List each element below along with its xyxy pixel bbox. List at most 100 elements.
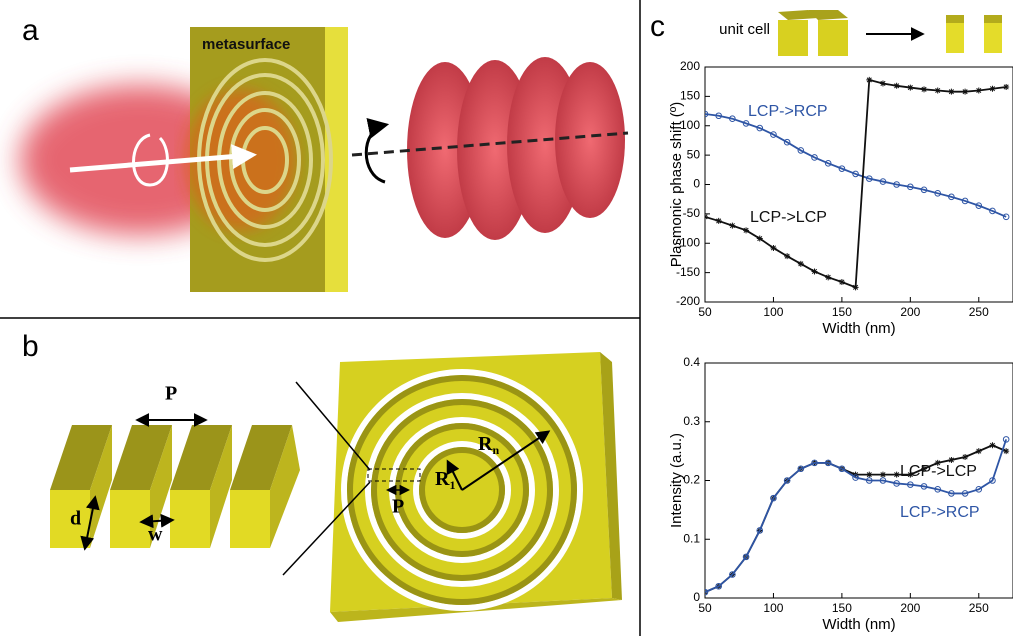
period-detail-label: P xyxy=(392,496,404,518)
outer-radius-label: Rn xyxy=(478,433,499,457)
point xyxy=(989,207,996,215)
point xyxy=(934,87,941,94)
y-axis-label: Intensity (a.u.) xyxy=(668,433,685,528)
point xyxy=(852,474,859,481)
helix xyxy=(407,57,625,240)
point xyxy=(756,124,764,132)
point xyxy=(824,459,832,467)
point xyxy=(975,87,982,94)
point xyxy=(893,471,900,478)
x-tick-label: 150 xyxy=(832,601,852,615)
point xyxy=(811,154,818,161)
point xyxy=(729,222,736,229)
point xyxy=(907,481,914,488)
unit-cell-illustration: unit cell xyxy=(719,10,1002,56)
point xyxy=(756,235,763,242)
grating xyxy=(50,425,300,548)
point xyxy=(879,178,887,185)
point xyxy=(838,279,845,286)
y-tick-label: 0.2 xyxy=(683,473,700,487)
point xyxy=(715,112,722,120)
point xyxy=(784,253,791,260)
x-tick-label: 200 xyxy=(900,305,920,319)
width-label: w xyxy=(148,524,163,546)
zoom-line xyxy=(282,481,371,576)
panel-label: a xyxy=(22,14,39,47)
point xyxy=(865,175,873,182)
point xyxy=(921,86,928,93)
x-tick-label: 100 xyxy=(763,305,783,319)
x-tick-label: 200 xyxy=(900,601,920,615)
plot-frame xyxy=(704,362,1013,599)
point xyxy=(866,76,873,83)
y-axis-label: Plasmonic phase shift (º) xyxy=(668,102,685,268)
depth-label: d xyxy=(70,508,81,530)
panel-b-illustration: P d w P R1 Rn xyxy=(50,352,622,622)
legend-label: LCP->LCP xyxy=(900,463,977,480)
point xyxy=(907,84,914,91)
point xyxy=(715,217,722,224)
point xyxy=(1003,448,1010,455)
point xyxy=(948,490,955,497)
point xyxy=(729,115,736,122)
y-tick-label: 100 xyxy=(680,118,700,132)
point xyxy=(948,456,955,463)
arrow xyxy=(80,495,100,551)
x-tick-label: 250 xyxy=(969,305,989,319)
point xyxy=(797,147,805,154)
metasurface-label: metasurface xyxy=(202,36,290,53)
point xyxy=(962,88,969,95)
point xyxy=(770,131,777,138)
point xyxy=(948,88,955,95)
zoom-box xyxy=(367,468,421,482)
point xyxy=(1003,83,1010,90)
point xyxy=(742,553,750,561)
point xyxy=(852,284,859,291)
point xyxy=(961,197,969,205)
point xyxy=(1002,213,1010,221)
zoom-line xyxy=(295,381,371,471)
arrow xyxy=(446,459,463,491)
point xyxy=(961,490,969,497)
y-tick-label: 0.1 xyxy=(683,531,700,545)
point xyxy=(770,494,777,502)
point xyxy=(743,227,750,234)
point xyxy=(742,120,750,127)
rotation-arrow xyxy=(132,133,169,187)
rotation-arrow-out xyxy=(364,118,390,184)
point xyxy=(865,477,873,484)
inner-radius-label: R1 xyxy=(435,468,455,492)
y-tick-label: 150 xyxy=(680,89,700,103)
series-line xyxy=(705,113,1007,218)
point xyxy=(920,483,928,490)
point xyxy=(975,202,983,209)
point xyxy=(920,186,928,194)
plot-area xyxy=(705,76,1010,291)
legend-label: LCP->RCP xyxy=(748,103,828,120)
point xyxy=(893,181,900,188)
point xyxy=(852,170,859,178)
point xyxy=(797,260,804,267)
point xyxy=(729,571,736,578)
point xyxy=(783,138,791,146)
beam-arrow xyxy=(69,144,257,173)
point xyxy=(907,183,914,191)
point xyxy=(811,459,818,467)
x-axis-label: Width (nm) xyxy=(822,616,895,633)
point xyxy=(879,477,887,484)
legend-label: LCP->LCP xyxy=(750,209,827,226)
point xyxy=(825,274,832,281)
y-tick-label: 50 xyxy=(687,147,701,161)
arrow xyxy=(139,513,175,529)
plot-area xyxy=(705,436,1010,596)
point xyxy=(715,582,722,590)
point xyxy=(989,477,996,484)
point xyxy=(989,85,996,92)
unit-cell-label: unit cell xyxy=(719,21,770,38)
y-tick-label: -50 xyxy=(683,206,701,220)
y-tick-label: 0.4 xyxy=(683,355,700,369)
point xyxy=(893,82,900,89)
point xyxy=(838,465,846,473)
legend-label: LCP->RCP xyxy=(900,504,980,521)
